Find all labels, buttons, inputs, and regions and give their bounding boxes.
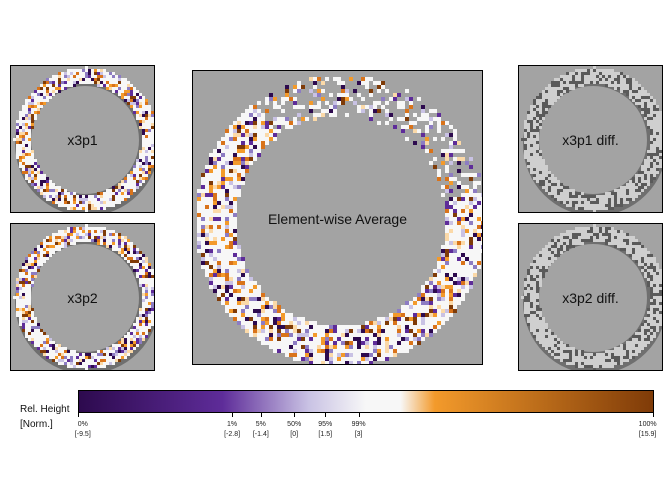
- legend-tick-percent: 50%: [287, 421, 302, 428]
- legend-tick-label: 99% [3]: [352, 420, 366, 440]
- legend-tick: [78, 413, 79, 417]
- legend-tick: [358, 413, 360, 417]
- x3p2-surface: [13, 224, 154, 370]
- legend-tick-value: [-1.4]: [252, 431, 269, 438]
- legend-tick: [260, 413, 262, 417]
- legend-tick-label: 5% [-1.4]: [253, 420, 269, 440]
- legend-tick-percent: 1%: [227, 421, 238, 428]
- ring-center: [539, 86, 647, 194]
- panel-label-x3p2: x3p2: [67, 290, 98, 306]
- ring-center: [31, 244, 139, 352]
- x3p2-diff-surface: [521, 224, 662, 370]
- legend-tick-percent: 95%: [318, 421, 333, 428]
- surface-cells: [197, 77, 482, 364]
- panel-label-x3p1-diff: x3p1 diff.: [562, 132, 619, 148]
- surface-cells: [521, 66, 662, 212]
- legend-tick-percent: 5%: [255, 421, 266, 428]
- legend-tick: [653, 413, 654, 417]
- surface-cells: [521, 224, 662, 370]
- legend-tick-value: [15.9]: [638, 431, 657, 438]
- legend-title-line2: [Norm.]: [20, 419, 53, 430]
- legend-tick-value: [1.5]: [318, 431, 333, 438]
- x3p1-diff-surface: [521, 66, 662, 212]
- surface-cells: [13, 66, 154, 212]
- surface-cells: [13, 224, 154, 370]
- ring-center: [31, 86, 139, 194]
- panel-label-x3p2-diff: x3p2 diff.: [562, 290, 619, 306]
- legend-tick: [232, 413, 234, 417]
- legend-tick-value: [0]: [290, 431, 299, 438]
- legend-tick-label: 1% [-2.8]: [224, 420, 240, 440]
- panel-x3p2: x3p2: [10, 223, 155, 371]
- legend-tick-label: 100% [15.9]: [639, 420, 657, 440]
- color-scale-bar: [78, 390, 654, 413]
- legend-tick: [294, 413, 296, 417]
- legend-title-line1: Rel. Height: [20, 404, 70, 415]
- legend-title: Rel. Height [Norm.]: [20, 402, 69, 432]
- panel-label-average: Element-wise Average: [267, 211, 408, 227]
- panel-x3p1-diff: x3p1 diff.: [518, 65, 663, 213]
- legend-tick-percent: 0%: [77, 421, 88, 428]
- legend-tick-value: [-2.8]: [224, 431, 241, 438]
- legend-tick-label: 95% [1.5]: [318, 420, 332, 440]
- legend-tick-label: 0% [-9.5]: [75, 420, 91, 440]
- average-surface: [197, 77, 482, 364]
- ring-center: [539, 244, 647, 352]
- legend-tick-value: [-9.5]: [74, 431, 91, 438]
- legend-tick-percent: 99%: [351, 421, 366, 428]
- legend-tick-label: 50% [0]: [287, 420, 301, 440]
- legend-tick: [325, 413, 327, 417]
- legend-tick-percent: 100%: [638, 421, 657, 428]
- panel-average: Element-wise Average: [192, 70, 483, 365]
- panel-label-x3p1: x3p1: [67, 132, 98, 148]
- legend-tick-value: [3]: [354, 431, 363, 438]
- panel-x3p2-diff: x3p2 diff.: [518, 223, 663, 371]
- panel-x3p1: x3p1: [10, 65, 155, 213]
- x3p1-surface: [13, 66, 154, 212]
